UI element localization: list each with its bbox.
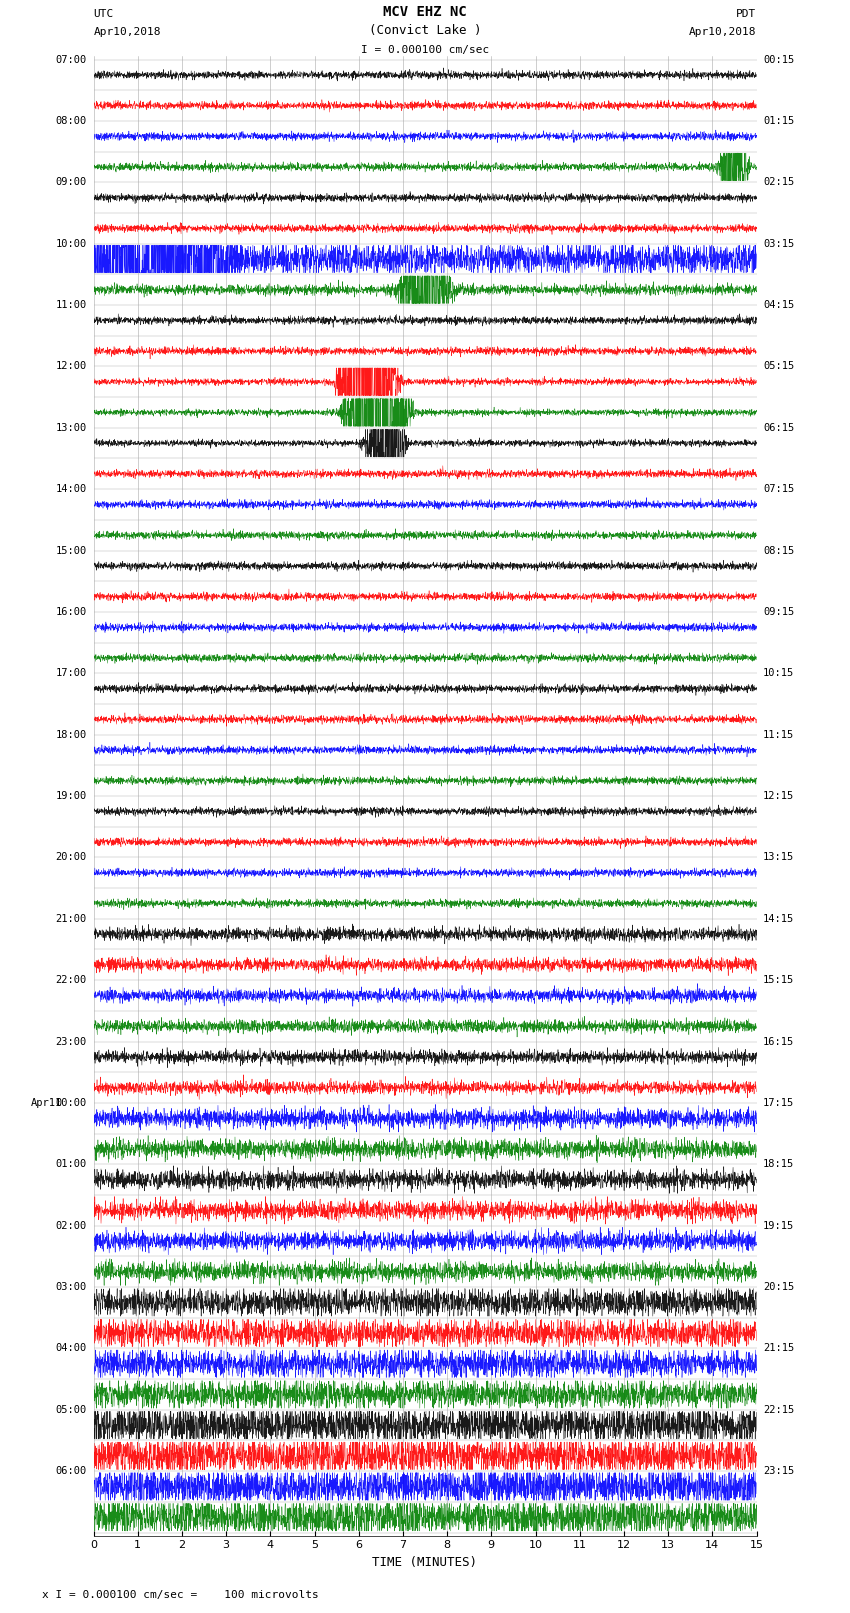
Text: 11:00: 11:00 (55, 300, 87, 310)
Text: (Convict Lake ): (Convict Lake ) (369, 24, 481, 37)
Text: UTC: UTC (94, 10, 114, 19)
Text: 09:15: 09:15 (763, 606, 795, 616)
Text: 07:15: 07:15 (763, 484, 795, 494)
Text: 01:15: 01:15 (763, 116, 795, 126)
Text: 10:15: 10:15 (763, 668, 795, 679)
Text: 03:00: 03:00 (55, 1282, 87, 1292)
Text: 17:15: 17:15 (763, 1098, 795, 1108)
Text: 19:15: 19:15 (763, 1221, 795, 1231)
Text: 14:15: 14:15 (763, 913, 795, 924)
Text: 21:00: 21:00 (55, 913, 87, 924)
Text: 11:15: 11:15 (763, 729, 795, 740)
Text: 08:15: 08:15 (763, 545, 795, 555)
Text: 02:00: 02:00 (55, 1221, 87, 1231)
Text: 17:00: 17:00 (55, 668, 87, 679)
Text: 04:00: 04:00 (55, 1344, 87, 1353)
Text: x I = 0.000100 cm/sec =    100 microvolts: x I = 0.000100 cm/sec = 100 microvolts (42, 1590, 320, 1600)
X-axis label: TIME (MINUTES): TIME (MINUTES) (372, 1557, 478, 1569)
Text: 15:15: 15:15 (763, 976, 795, 986)
Text: Apr10,2018: Apr10,2018 (94, 27, 161, 37)
Text: 04:15: 04:15 (763, 300, 795, 310)
Text: 23:00: 23:00 (55, 1037, 87, 1047)
Text: 21:15: 21:15 (763, 1344, 795, 1353)
Text: 16:00: 16:00 (55, 606, 87, 616)
Text: 22:15: 22:15 (763, 1405, 795, 1415)
Text: 05:15: 05:15 (763, 361, 795, 371)
Text: 20:15: 20:15 (763, 1282, 795, 1292)
Text: 06:15: 06:15 (763, 423, 795, 432)
Text: 18:15: 18:15 (763, 1160, 795, 1169)
Text: 19:00: 19:00 (55, 790, 87, 802)
Text: 23:15: 23:15 (763, 1466, 795, 1476)
Text: 12:15: 12:15 (763, 790, 795, 802)
Text: MCV EHZ NC: MCV EHZ NC (383, 5, 467, 19)
Text: Apr10,2018: Apr10,2018 (689, 27, 756, 37)
Text: I = 0.000100 cm/sec: I = 0.000100 cm/sec (361, 45, 489, 55)
Text: 22:00: 22:00 (55, 976, 87, 986)
Text: 01:00: 01:00 (55, 1160, 87, 1169)
Text: 10:00: 10:00 (55, 239, 87, 248)
Text: Apr11: Apr11 (31, 1098, 63, 1108)
Text: 00:15: 00:15 (763, 55, 795, 65)
Text: 05:00: 05:00 (55, 1405, 87, 1415)
Text: 09:00: 09:00 (55, 177, 87, 187)
Text: 03:15: 03:15 (763, 239, 795, 248)
Text: PDT: PDT (736, 10, 756, 19)
Text: 02:15: 02:15 (763, 177, 795, 187)
Text: 15:00: 15:00 (55, 545, 87, 555)
Text: 20:00: 20:00 (55, 852, 87, 863)
Text: 06:00: 06:00 (55, 1466, 87, 1476)
Text: 13:00: 13:00 (55, 423, 87, 432)
Text: 12:00: 12:00 (55, 361, 87, 371)
Text: 14:00: 14:00 (55, 484, 87, 494)
Text: 07:00: 07:00 (55, 55, 87, 65)
Text: 13:15: 13:15 (763, 852, 795, 863)
Text: 08:00: 08:00 (55, 116, 87, 126)
Text: 16:15: 16:15 (763, 1037, 795, 1047)
Text: 18:00: 18:00 (55, 729, 87, 740)
Text: 00:00: 00:00 (55, 1098, 87, 1108)
